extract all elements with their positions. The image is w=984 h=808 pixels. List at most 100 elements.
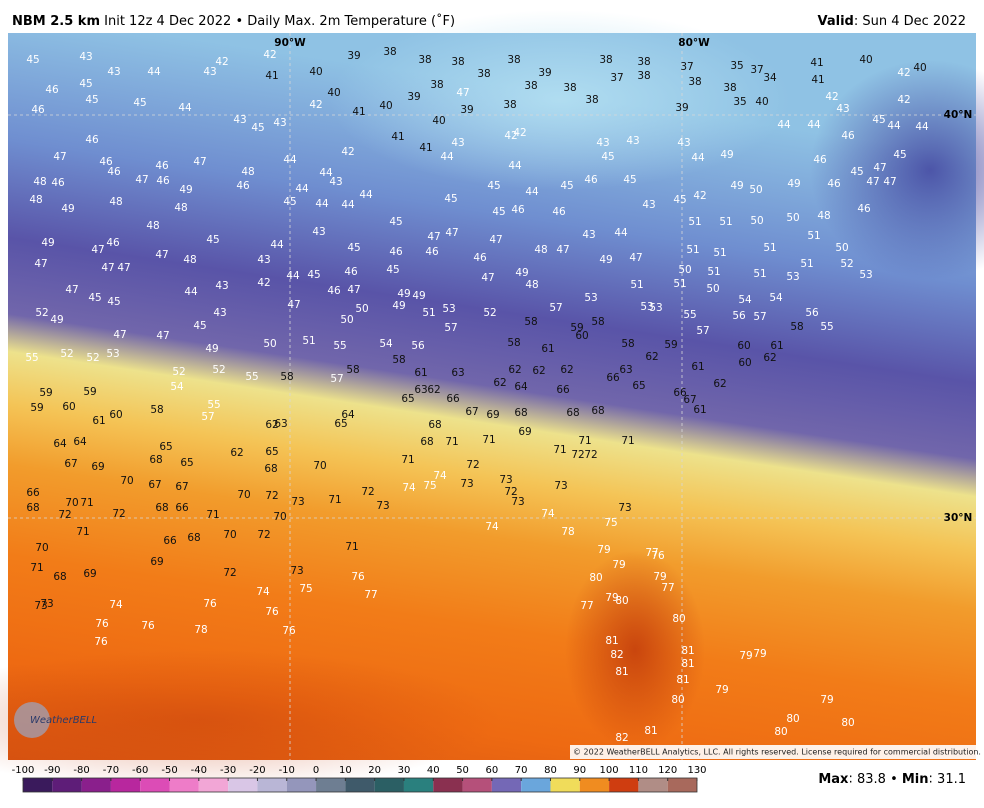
copyright-box [570, 745, 976, 759]
temperature-label: 49 [599, 254, 612, 266]
temperature-label: 77 [364, 589, 377, 601]
temperature-label: 37 [680, 61, 693, 73]
colorbar-tick-label: -100 [12, 765, 35, 776]
temperature-label: 75 [423, 480, 436, 492]
colorbar-tick-label: -30 [220, 765, 236, 776]
temperature-label: 72 [58, 509, 71, 521]
temperature-label: 79 [597, 544, 610, 556]
temperature-label: 79 [653, 571, 666, 583]
temperature-label: 74 [433, 470, 447, 482]
temperature-label: 74 [485, 521, 499, 533]
temperature-label: 44 [525, 186, 539, 198]
logo-icon [14, 702, 50, 738]
colorbar-tick-label: 0 [313, 765, 319, 776]
colorbar-tick-label: 30 [398, 765, 411, 776]
temperature-label: 71 [345, 541, 358, 553]
temperature-label: 49 [787, 178, 800, 190]
temperature-label: 45 [107, 296, 120, 308]
temperature-label: 80 [786, 713, 799, 725]
colorbar-tick-label: 20 [368, 765, 381, 776]
min-label: Min [902, 772, 929, 787]
temperature-label: 73 [376, 500, 389, 512]
colorbar-segment [403, 778, 434, 792]
temperature-label: 46 [827, 178, 841, 190]
temperature-label: 73 [34, 600, 47, 612]
temperature-label: 42 [215, 56, 228, 68]
temperature-label: 48 [33, 176, 46, 188]
temperature-label: 63 [414, 384, 427, 396]
temperature-label: 39 [347, 50, 360, 62]
temperature-label: 35 [733, 96, 746, 108]
temperature-label: 65 [265, 446, 278, 458]
temperature-label: 71 [30, 562, 43, 574]
temperature-label: 63 [451, 367, 464, 379]
temperature-label: 64 [514, 381, 528, 393]
temperature-label: 79 [605, 592, 618, 604]
temperature-label: 67 [148, 479, 161, 491]
temperature-label: 52 [35, 307, 48, 319]
temperature-label: 48 [241, 166, 254, 178]
temperature-label: 55 [25, 352, 38, 364]
temperature-label: 44 [807, 119, 821, 131]
temperature-label: 39 [538, 67, 551, 79]
temperature-label: 46 [511, 204, 525, 216]
temperature-label: 54 [170, 381, 184, 393]
temperature-label: 81 [681, 658, 694, 670]
temperature-label: 45 [88, 292, 101, 304]
temperature-label: 76 [351, 571, 365, 583]
map-shading [330, 10, 790, 190]
temperature-label: 44 [286, 270, 300, 282]
temperature-label: 48 [174, 202, 187, 214]
temperature-label: 58 [280, 371, 293, 383]
temperature-label: 45 [444, 193, 457, 205]
temperature-label: 38 [507, 54, 520, 66]
temperature-label: 46 [344, 266, 358, 278]
temperature-label: 47 [287, 299, 300, 311]
temperature-label: 77 [580, 600, 593, 612]
temperature-label: 70 [120, 475, 133, 487]
temperature-label: 45 [307, 269, 320, 281]
temperature-label: 68 [149, 454, 162, 466]
colorbar-segment [169, 778, 199, 792]
temperature-label: 44 [315, 198, 329, 210]
temperature-label: 68 [26, 502, 39, 514]
temperature-label: 45 [26, 54, 39, 66]
temperature-label: 68 [591, 405, 604, 417]
temperature-label: 51 [807, 230, 820, 242]
temperature-label: 38 [418, 54, 431, 66]
temperature-label: 66 [556, 384, 570, 396]
colorbar-tick-label: 60 [486, 765, 499, 776]
colorbar-tick-label: -50 [161, 765, 177, 776]
temperature-label: 47 [155, 249, 168, 261]
temperature-label: 57 [201, 411, 214, 423]
colorbar-tick-label: -10 [279, 765, 295, 776]
colorbar-frame [22, 777, 698, 793]
colorbar-tick-label: 100 [600, 765, 619, 776]
temperature-label: 45 [623, 174, 636, 186]
temperature-label: 57 [549, 302, 562, 314]
colorbar-tick-label: 10 [339, 765, 352, 776]
temperature-label: 45 [601, 151, 614, 163]
temperature-label: 50 [706, 283, 719, 295]
colorbar-segment [667, 778, 697, 792]
temperature-label: 73 [460, 478, 473, 490]
temperature-label: 80 [774, 726, 787, 738]
temperature-label: 52 [86, 352, 99, 364]
temperature-label: 72 [504, 486, 517, 498]
temperature-label: 38 [563, 82, 576, 94]
temperature-label: 51 [302, 335, 315, 347]
valid-label: Valid [818, 14, 854, 29]
temperature-label: 46 [85, 134, 99, 146]
temperature-label: 43 [79, 51, 92, 63]
temperature-label: 60 [737, 340, 750, 352]
temperature-label: 68 [53, 571, 66, 583]
temperature-label: 58 [790, 321, 803, 333]
colorbar-segment [81, 778, 111, 792]
temperature-label: 49 [50, 314, 63, 326]
temperature-label: 46 [552, 206, 566, 218]
temperature-label: 72 [257, 529, 270, 541]
temperature-label: 37 [610, 72, 623, 84]
temperature-label: 47 [456, 87, 469, 99]
temperature-label: 41 [419, 142, 432, 154]
